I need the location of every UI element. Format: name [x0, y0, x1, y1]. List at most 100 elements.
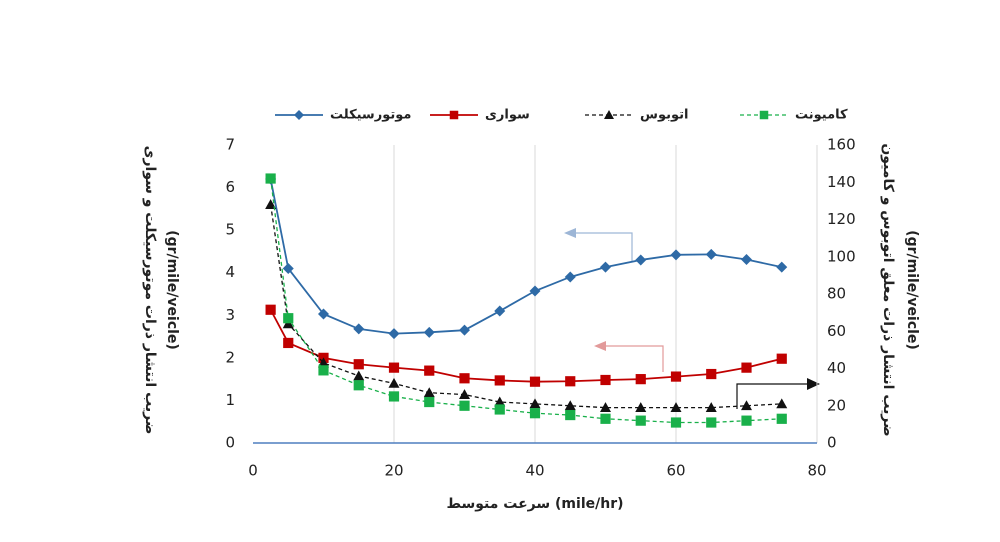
series-line — [269, 178, 782, 335]
series-line — [269, 309, 782, 383]
x-axis-label: سرعت متوسط (mile/hr) — [447, 496, 624, 512]
marker — [494, 404, 505, 415]
marker — [494, 305, 506, 317]
marker — [776, 261, 788, 273]
y2-tick-label: 0 — [827, 434, 837, 452]
marker — [600, 402, 611, 413]
y2-tick-label: 60 — [827, 322, 846, 340]
marker — [265, 173, 276, 184]
marker — [600, 413, 611, 424]
marker — [759, 110, 769, 120]
marker — [776, 398, 788, 409]
y2-axis-label: ضریب انتشار ذرات معلق اتوبوس و کامیون — [880, 143, 896, 436]
marker — [776, 413, 787, 424]
marker — [282, 262, 294, 274]
marker — [670, 249, 682, 261]
annotation-arrows — [564, 228, 820, 409]
y-tick-label: 3 — [225, 306, 235, 324]
marker — [705, 402, 717, 413]
marker — [494, 375, 505, 386]
marker — [635, 374, 646, 385]
marker — [424, 365, 435, 376]
marker — [565, 409, 576, 421]
marker — [600, 374, 611, 386]
marker — [529, 408, 541, 419]
x-tick-label: 20 — [384, 462, 403, 480]
marker — [529, 376, 541, 387]
marker — [706, 417, 717, 428]
y2-tick-label: 80 — [827, 285, 846, 303]
marker — [705, 248, 717, 260]
marker — [564, 400, 576, 411]
marker — [604, 110, 614, 119]
marker — [459, 373, 470, 384]
marker — [283, 337, 294, 349]
marker — [529, 398, 541, 409]
y-tick-label: 6 — [225, 178, 235, 196]
y-tick-label: 1 — [225, 391, 235, 409]
marker — [423, 387, 435, 398]
marker — [353, 370, 365, 381]
marker — [388, 391, 400, 402]
y-axis-label: (gr/mile/veicle) — [164, 230, 180, 350]
marker — [265, 304, 276, 315]
y2-tick-label: 160 — [827, 136, 856, 154]
legend-label: اتوبوس — [640, 108, 688, 123]
marker — [318, 365, 329, 376]
marker — [741, 400, 752, 411]
marker — [564, 271, 576, 283]
y-axis-label: ضریب انتشار ذرات موتورسیکلت و سواری — [142, 146, 158, 435]
legend-label: موتورسیکلت — [330, 108, 411, 123]
marker — [459, 324, 470, 336]
x-tick-label: 0 — [248, 462, 258, 480]
marker — [353, 380, 364, 391]
x-tick-label: 80 — [807, 462, 826, 480]
y2-axis-label: (gr/mile/veicle) — [904, 230, 920, 350]
marker — [670, 371, 682, 382]
marker — [635, 254, 647, 266]
marker — [283, 313, 294, 324]
marker — [294, 110, 304, 120]
series-line — [269, 178, 782, 424]
y2-tick-label: 40 — [827, 359, 846, 377]
marker — [449, 110, 459, 120]
marker — [459, 400, 470, 411]
series-line — [269, 204, 782, 409]
y2-tick-label: 140 — [827, 173, 856, 191]
marker — [565, 376, 576, 387]
marker — [424, 396, 435, 408]
legend-label: کامیونت — [795, 108, 848, 123]
marker — [353, 359, 364, 370]
marker — [741, 362, 752, 373]
marker — [353, 323, 365, 335]
y-tick-label: 7 — [225, 136, 235, 154]
marker — [494, 396, 506, 407]
legend-label: سواری — [485, 108, 530, 123]
x-tick-label: 60 — [666, 462, 685, 480]
y2-tick-label: 20 — [827, 396, 846, 414]
marker — [423, 326, 435, 338]
marker — [388, 362, 400, 373]
marker — [670, 417, 682, 428]
marker — [741, 415, 752, 426]
x-tick-label: 40 — [525, 462, 544, 480]
marker — [529, 285, 541, 297]
y2-tick-label: 120 — [827, 210, 856, 228]
marker — [706, 368, 717, 380]
marker — [459, 389, 470, 399]
marker — [318, 308, 329, 320]
y-tick-label: 0 — [225, 434, 235, 452]
marker — [388, 377, 400, 388]
y-tick-label: 5 — [225, 221, 235, 239]
marker — [600, 261, 611, 273]
marker — [318, 357, 329, 368]
marker — [635, 415, 646, 426]
marker — [670, 402, 682, 413]
marker — [635, 402, 647, 413]
marker — [388, 328, 400, 340]
marker — [265, 199, 277, 209]
y2-tick-label: 100 — [827, 247, 856, 265]
marker — [776, 353, 787, 364]
y-tick-label: 4 — [225, 263, 235, 281]
